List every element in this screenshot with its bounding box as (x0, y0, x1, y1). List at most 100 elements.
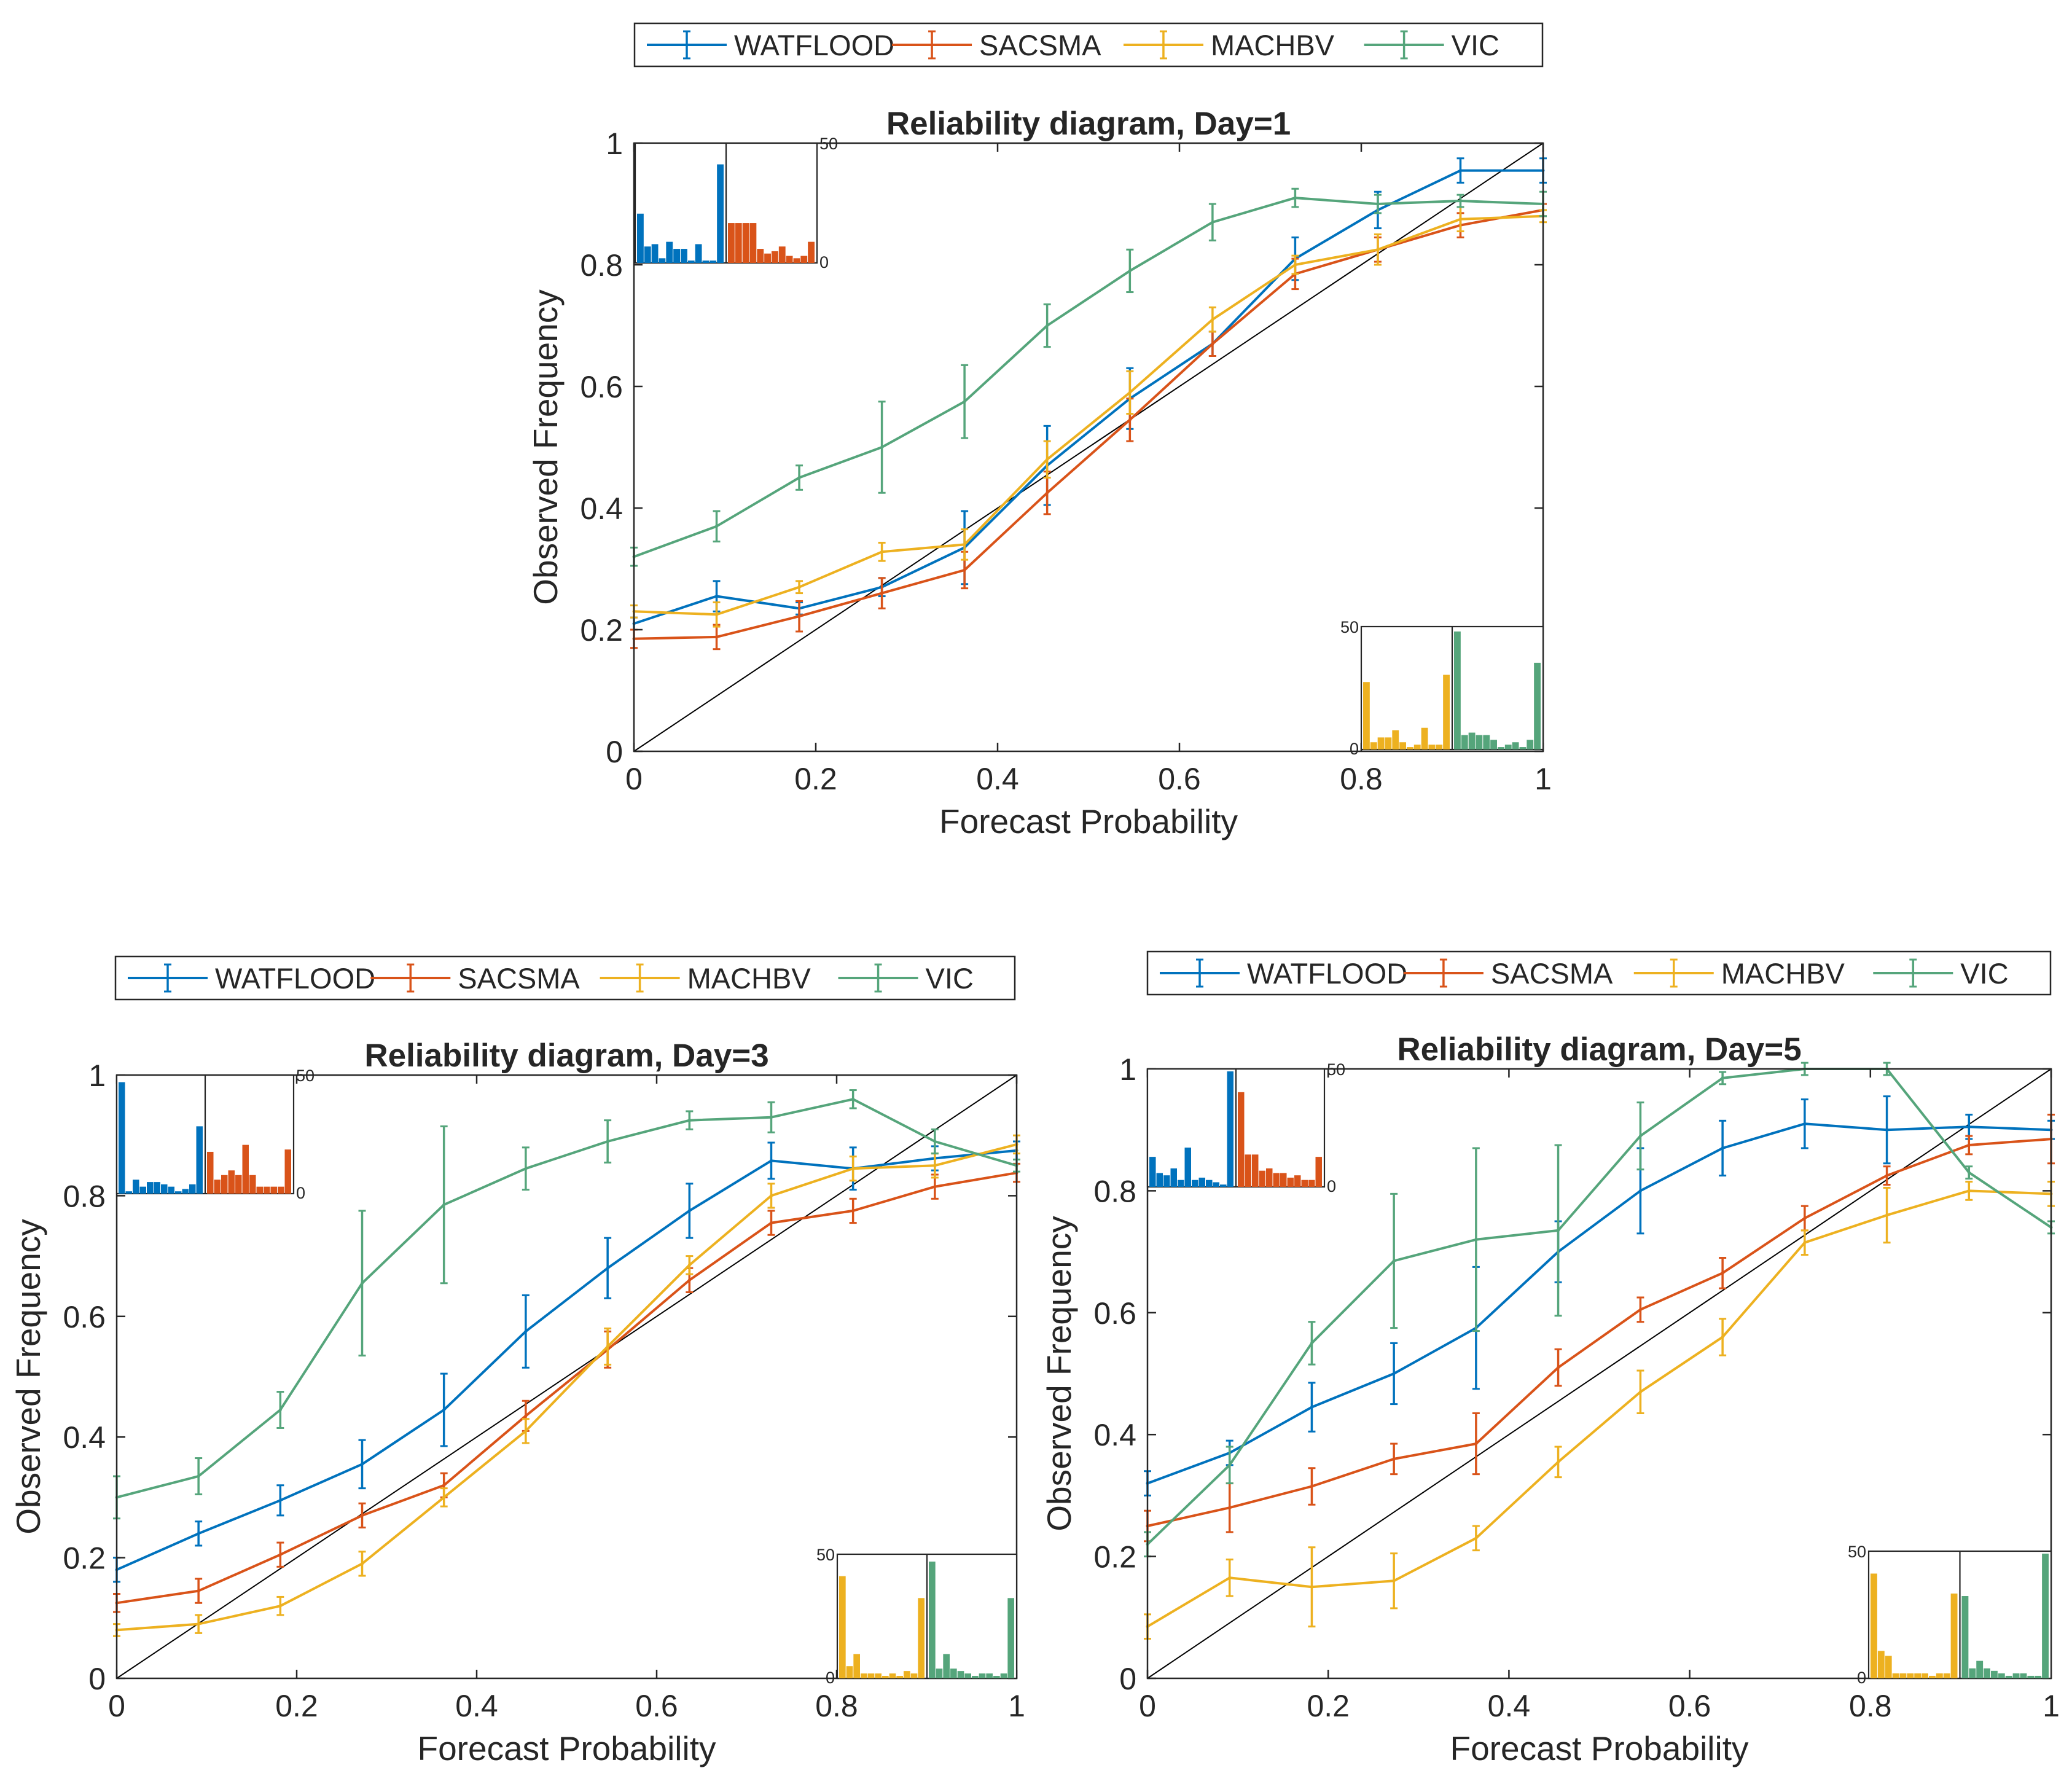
inset-bar-watflood (688, 260, 695, 263)
legend-label: VIC (1452, 29, 1499, 61)
inset-bar-sacsma (271, 1187, 278, 1194)
inset-bar-vic (958, 1671, 964, 1678)
inset-bar-watflood (161, 1184, 168, 1194)
inset-bar-watflood (695, 244, 702, 263)
data-point (933, 1185, 936, 1188)
data-point (1310, 1342, 1313, 1345)
data-point (1885, 1129, 1888, 1132)
inset-bar-machbv (1900, 1673, 1907, 1678)
inset-bar-machbv (1399, 742, 1406, 749)
inset-bar-machbv (1407, 747, 1413, 749)
data-point (1228, 1506, 1231, 1509)
inset-bar-machbv (1414, 745, 1421, 749)
x-tick-label: 0.8 (815, 1689, 858, 1723)
inset-histogram-top-left: 500 (1147, 1060, 1345, 1195)
inset-bar-sacsma (207, 1152, 214, 1194)
inset-bar-sacsma (229, 1170, 235, 1194)
x-tick-label: 0.4 (1488, 1689, 1531, 1723)
inset-bar-watflood (1157, 1173, 1163, 1187)
legend: WATFLOOD SACSMA MACHBV VIC (635, 23, 1542, 66)
inset-bar-vic (972, 1676, 979, 1678)
inset-bar-sacsma (794, 258, 800, 263)
data-point (1046, 491, 1049, 495)
inset-bar-vic (950, 1669, 957, 1678)
inset-bar-sacsma (1252, 1154, 1259, 1187)
legend: WATFLOOD SACSMA MACHBV VIC (115, 957, 1015, 1000)
data-point (1046, 324, 1049, 327)
data-point (1310, 1586, 1313, 1589)
data-point (1474, 1536, 1477, 1539)
data-point (715, 525, 718, 528)
x-tick-label: 0.2 (794, 762, 837, 796)
inset-bar-sacsma (779, 246, 786, 263)
inset-histogram-bottom-right: 500 (1340, 618, 1543, 758)
inset-bar-machbv (1944, 1673, 1950, 1678)
inset-bar-watflood (1149, 1157, 1156, 1187)
data-point (279, 1499, 282, 1502)
data-point (1721, 1076, 1724, 1079)
inset-bar-machbv (839, 1576, 846, 1678)
y-tick-label: 0.4 (63, 1420, 106, 1455)
legend-label: SACSMA (1491, 957, 1613, 990)
inset-bar-sacsma (285, 1149, 292, 1194)
data-point (688, 1119, 691, 1122)
inset-bar-vic (2027, 1676, 2034, 1678)
data-point (524, 1430, 527, 1433)
y-tick-label: 0.6 (63, 1300, 106, 1334)
y-tick-label: 0.2 (1093, 1540, 1136, 1575)
data-point (1294, 197, 1297, 200)
data-point (1968, 1171, 1971, 1174)
inset-bar-sacsma (757, 249, 764, 263)
data-point (197, 1589, 200, 1592)
inset-bar-watflood (644, 246, 651, 263)
x-tick-label: 1 (1008, 1689, 1025, 1723)
inset-bar-sacsma (764, 254, 771, 263)
data-point (442, 1484, 445, 1487)
data-point (1885, 1174, 1888, 1177)
x-tick-label: 0.6 (635, 1689, 678, 1723)
data-point (1211, 318, 1214, 321)
inset-bar-watflood (681, 249, 687, 263)
x-axis-label: Forecast Probability (939, 802, 1238, 840)
inset-bar-sacsma (772, 251, 778, 263)
data-point (1393, 1457, 1396, 1460)
y-tick-label: 0.2 (580, 613, 623, 647)
inset-bar-sacsma (257, 1187, 264, 1194)
data-point (1639, 1308, 1642, 1311)
inset-bar-machbv (868, 1673, 875, 1678)
inset-bar-watflood (140, 1187, 147, 1194)
inset-bar-vic (1476, 735, 1483, 749)
data-point (1557, 1366, 1560, 1369)
data-point (361, 1463, 364, 1466)
data-point (933, 1164, 936, 1167)
inset-bar-watflood (1178, 1180, 1184, 1187)
inset-bar-watflood (1206, 1180, 1213, 1187)
inset-bar-watflood (1163, 1175, 1170, 1187)
x-tick-label: 0 (108, 1689, 125, 1723)
data-point (1721, 1146, 1724, 1149)
data-point (361, 1281, 364, 1285)
y-tick-label: 1 (606, 127, 623, 161)
inset-bar-vic (1998, 1673, 2005, 1678)
x-tick-label: 0.8 (1340, 762, 1383, 796)
inset-bar-vic (1527, 740, 1533, 749)
data-point (524, 1330, 527, 1333)
data-point (361, 1562, 364, 1565)
y-tick-label: 0.6 (1093, 1296, 1136, 1331)
data-point (1474, 1238, 1477, 1241)
inset-bar-machbv (861, 1673, 867, 1678)
data-point (715, 595, 718, 598)
data-point (279, 1553, 282, 1556)
legend-label: WATFLOOD (215, 962, 375, 995)
data-point (279, 1409, 282, 1412)
inset-bar-sacsma (278, 1187, 284, 1194)
inset-bar-watflood (154, 1182, 161, 1194)
inset-bar-vic (936, 1669, 943, 1678)
inset-bar-sacsma (249, 1175, 256, 1194)
inset-bar-sacsma (221, 1175, 228, 1194)
inset-bar-vic (1969, 1669, 1976, 1678)
data-point (1128, 418, 1132, 421)
inset-bar-vic (1007, 1598, 1014, 1678)
data-point (963, 568, 966, 571)
data-point (851, 1098, 854, 1101)
